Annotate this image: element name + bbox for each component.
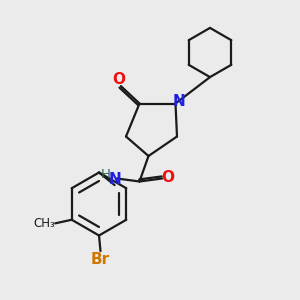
Text: O: O <box>112 72 125 87</box>
Text: Br: Br <box>91 252 110 267</box>
Text: N: N <box>173 94 185 109</box>
Text: N: N <box>108 172 121 187</box>
Text: H: H <box>101 167 110 181</box>
Text: O: O <box>161 169 175 184</box>
Text: CH₃: CH₃ <box>34 218 56 230</box>
